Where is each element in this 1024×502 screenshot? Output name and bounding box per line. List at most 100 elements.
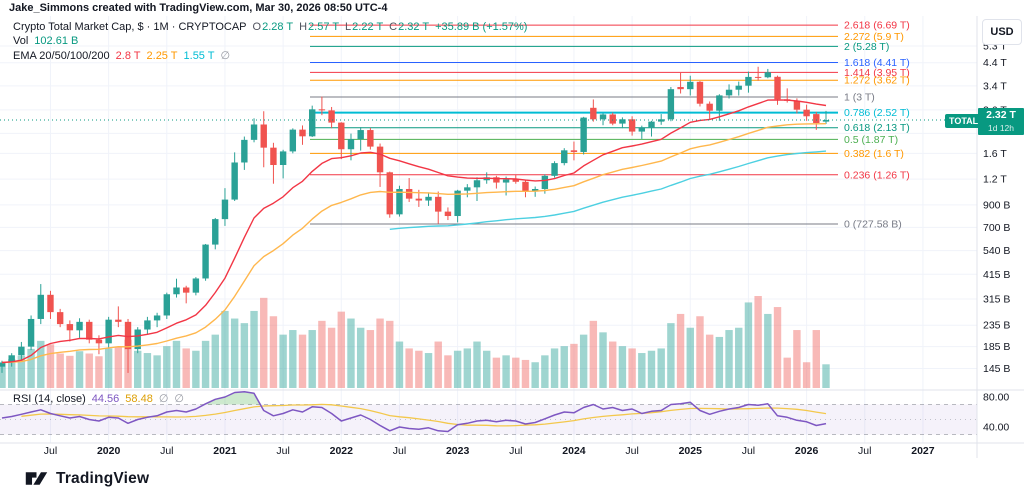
candle [590,107,597,120]
rsi-key[interactable]: RSI (14, close) [13,393,86,405]
candle [27,318,35,347]
svg-text:2021: 2021 [213,445,237,457]
volume-bar [715,336,724,388]
volume-bar [17,355,26,388]
volume-bar [570,343,578,388]
volume-bar [289,330,297,388]
svg-text:540 B: 540 B [983,245,1010,257]
rsi-ma-line [21,403,827,427]
time-axis-labels: Jul 2020 Jul 2021 Jul 2022 Jul 2023 Jul 2024 Jul 20… [44,445,935,457]
volume-bar [405,348,413,388]
volume-bar [483,350,491,388]
rsi-overbought-fill [204,391,261,405]
volume-bar [822,364,830,388]
close-key: C [389,21,398,33]
candle [774,76,781,100]
svg-text:0.382 (1.6 T): 0.382 (1.6 T) [844,148,904,160]
close-value: 2.32 T [398,21,430,33]
volume-bar [143,353,152,388]
volume-bar [773,307,782,388]
open-value: 2.28 T [262,21,294,33]
candle [464,187,471,191]
candle [793,100,801,110]
svg-text:2.618 (6.69 T): 2.618 (6.69 T) [844,20,910,32]
candle [580,117,587,152]
svg-text:2025: 2025 [679,445,703,457]
candle [221,199,229,220]
volume-key[interactable]: Vol [13,35,29,47]
volume-bar [279,334,287,388]
candle [241,139,248,163]
volume-bar [463,348,472,388]
svg-text:145 B: 145 B [983,363,1010,375]
volume-bar [434,341,442,388]
volume-bar [754,296,762,388]
svg-text:Jul: Jul [276,445,289,457]
candle [279,151,287,165]
candle [37,294,44,319]
candle [754,76,762,78]
time-gridlines [49,16,924,443]
currency-button[interactable]: USD [982,19,1022,45]
symbol-title[interactable]: Crypto Total Market Cap, $ · 1M · CRYPTO… [13,21,247,33]
candle [124,321,132,350]
volume-bar [376,318,384,388]
change-value: +35.89 B (+1.57%) [435,21,528,33]
volume-legend: Vol 102.61 B [13,35,78,47]
volume-bar [735,327,743,388]
volume-bar [512,357,520,388]
candle [270,147,277,165]
ema20-value: 2.8 T [115,50,141,62]
candle [667,89,675,120]
volume-bar [308,330,316,388]
volume-bar [386,320,394,388]
candle [473,180,481,188]
candle [396,188,403,215]
candle [95,339,103,344]
svg-text:0 (727.58 B): 0 (727.58 B) [844,218,902,230]
candle [454,190,461,217]
volume-bar [618,346,627,388]
candle [0,362,6,367]
volume-bar [318,320,326,388]
svg-text:235 B: 235 B [983,320,1010,332]
candles [0,66,830,373]
volume-value: 102.61 B [34,35,79,47]
last-price-badge: 2.32 T 1d 12h [978,108,1024,135]
candle [86,321,93,340]
candle [415,198,423,201]
high-value: 2.57 T [308,21,340,33]
svg-text:2027: 2027 [911,445,935,457]
candle [376,146,384,173]
volume-bar [686,327,694,388]
ema100-line [389,150,827,230]
tradingview-logo[interactable]: TradingView [24,466,149,491]
volume-bar [415,350,423,388]
volume-bar [95,356,103,388]
svg-text:Jul: Jul [858,445,871,457]
candle [522,181,529,192]
ema-key[interactable]: EMA 20/50/100/200 [13,50,110,62]
volume-bar [395,341,404,388]
volume-bar [589,320,598,388]
open-key: O [252,21,262,33]
rsi-value: 44.56 [91,393,120,405]
volume-bar [647,350,656,388]
volume-bar [638,353,646,388]
svg-text:1 (3 T): 1 (3 T) [844,92,875,104]
candle [628,119,636,132]
svg-text:0.786 (2.52 T): 0.786 (2.52 T) [844,107,910,119]
last-price-value: 2.32 T [986,109,1016,121]
candle [599,114,607,120]
candle [182,287,190,293]
svg-text:185 B: 185 B [983,341,1010,353]
svg-text:2023: 2023 [446,445,470,457]
ema50-line [1,123,827,364]
svg-text:3.4 T: 3.4 T [983,80,1007,92]
candle [425,196,432,201]
volume-bar [502,355,510,388]
candle [706,103,713,111]
volume-bar [550,348,559,388]
candle [76,321,83,331]
